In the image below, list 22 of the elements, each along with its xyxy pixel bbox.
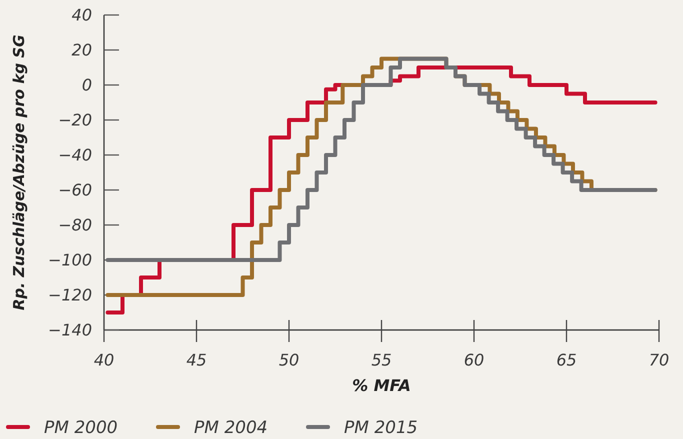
y-tick-label: 20 [72,40,92,60]
legend-label: PM 2015 [344,418,418,438]
x-tick-label: 45 [186,350,207,370]
x-axis-title: % MFA [352,376,411,395]
legend-label: PM 2004 [194,418,268,438]
y-tick-label: −20 [58,110,92,130]
y-tick-label: −120 [48,286,92,305]
y-axis-title: Rp. Zuschläge/Abzüge pro kg SG [10,34,28,310]
x-tick-label: 60 [464,350,484,370]
x-tick-label: 65 [556,350,577,370]
x-tick-label: 55 [371,350,392,370]
y-tick-label: −40 [58,146,92,165]
legend-label: PM 2000 [44,418,118,438]
y-tick-label: −140 [48,320,92,340]
x-tick-label: 40 [94,350,114,370]
y-tick-label: 0 [82,76,92,95]
y-tick-label: −100 [48,250,92,270]
y-tick-label: −80 [58,216,92,235]
y-tick-label: −60 [58,180,92,200]
x-tick-label: 50 [278,350,300,370]
x-tick-label: 70 [648,350,670,370]
y-tick-label: 40 [72,6,92,25]
